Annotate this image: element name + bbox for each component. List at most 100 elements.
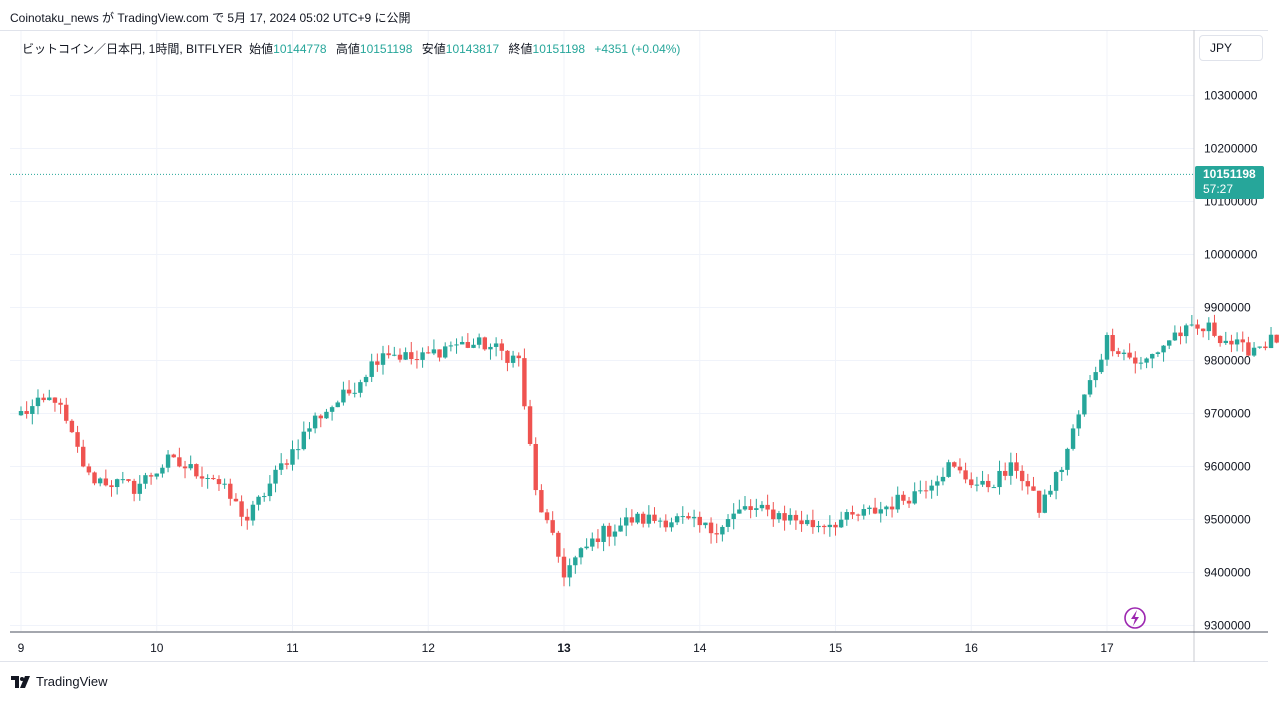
candle xyxy=(1195,319,1200,335)
candle xyxy=(431,339,437,356)
candle xyxy=(595,529,601,549)
candle xyxy=(160,464,165,478)
candle xyxy=(912,482,917,505)
legend-close-label: 終値 xyxy=(508,42,533,56)
candle xyxy=(1002,462,1008,481)
candle xyxy=(375,353,380,372)
candle xyxy=(1031,476,1036,491)
candle xyxy=(437,349,442,362)
y-tick-label: 9500000 xyxy=(1204,513,1251,527)
footer-brand[interactable]: TradingView xyxy=(11,674,108,689)
candle xyxy=(1087,374,1093,398)
candle xyxy=(465,333,471,349)
x-tick-label: 13 xyxy=(557,641,571,655)
candle xyxy=(392,346,397,357)
x-tick-label: 16 xyxy=(965,641,979,655)
chart-frame[interactable] xyxy=(0,30,1268,662)
candle xyxy=(476,333,482,349)
candle xyxy=(75,425,80,453)
candle xyxy=(177,447,182,468)
candle xyxy=(143,472,148,489)
candle xyxy=(64,397,69,424)
candle xyxy=(369,353,374,382)
candle xyxy=(663,514,669,532)
y-tick-label: 9900000 xyxy=(1204,301,1251,315)
price-tag-countdown: 57:27 xyxy=(1203,182,1233,196)
candle xyxy=(482,336,488,351)
legend-close-value: 10151198 xyxy=(532,42,586,56)
candle xyxy=(307,422,312,440)
price-axis[interactable]: 9300000 9400000 9500000 9600000 9700000 98000… xyxy=(1204,89,1258,633)
candle xyxy=(199,466,205,487)
x-tick-label: 12 xyxy=(422,641,436,655)
candle xyxy=(1133,351,1138,374)
candle xyxy=(233,493,239,502)
candle xyxy=(821,524,827,535)
candle xyxy=(923,480,929,499)
candle xyxy=(646,505,652,528)
candle xyxy=(1116,347,1121,357)
candle xyxy=(539,484,544,513)
candle xyxy=(850,505,855,520)
time-axis[interactable]: 9 10 11 12 13 14 15 16 17 xyxy=(18,641,1114,655)
tradingview-logo-icon xyxy=(11,676,30,688)
candle xyxy=(352,382,357,398)
candle xyxy=(103,469,109,487)
candle xyxy=(1234,332,1240,352)
candle xyxy=(855,513,861,522)
price-tag-value: 10151198 xyxy=(1203,167,1256,181)
candle xyxy=(788,508,793,525)
candle xyxy=(640,511,646,528)
candle xyxy=(131,478,137,502)
candle xyxy=(92,471,97,486)
currency-button[interactable]: JPY xyxy=(1199,35,1263,61)
x-tick-label: 14 xyxy=(693,641,707,655)
candle xyxy=(867,505,872,515)
candle xyxy=(1223,331,1228,345)
candle xyxy=(154,473,159,480)
candle xyxy=(284,459,290,470)
candle xyxy=(714,523,719,544)
candle xyxy=(940,467,946,486)
candle xyxy=(607,522,612,547)
candle xyxy=(120,471,126,484)
candle xyxy=(188,455,193,471)
candle xyxy=(403,347,408,361)
candle xyxy=(35,389,41,415)
lightning-icon[interactable] xyxy=(1124,607,1146,629)
candle xyxy=(731,503,736,530)
candle xyxy=(1183,323,1189,344)
candle xyxy=(335,400,340,408)
candle xyxy=(245,508,250,530)
candle xyxy=(861,504,866,520)
candle xyxy=(1014,453,1019,479)
candle xyxy=(1155,351,1161,357)
candle xyxy=(505,350,510,372)
y-tick-label: 9800000 xyxy=(1204,354,1251,368)
candle xyxy=(533,437,538,496)
candle xyxy=(838,511,844,529)
candle xyxy=(1076,410,1081,436)
candle xyxy=(262,492,267,502)
candle xyxy=(18,406,24,416)
candle xyxy=(918,480,923,494)
candle xyxy=(409,341,414,365)
candle xyxy=(957,458,963,474)
candle xyxy=(278,453,284,475)
candle xyxy=(1274,334,1279,344)
candle xyxy=(1110,328,1115,357)
candle xyxy=(346,380,352,396)
candle xyxy=(148,472,154,485)
x-tick-label: 10 xyxy=(150,641,164,655)
candle xyxy=(171,453,176,458)
candle xyxy=(686,512,691,520)
candle xyxy=(590,532,595,552)
candle xyxy=(1127,343,1132,360)
y-tick-label: 9600000 xyxy=(1204,460,1251,474)
candle xyxy=(267,475,273,502)
candle xyxy=(1268,326,1274,349)
grid-layer xyxy=(10,31,1194,631)
candle xyxy=(363,374,369,387)
legend-low-value: 10143817 xyxy=(445,42,500,56)
